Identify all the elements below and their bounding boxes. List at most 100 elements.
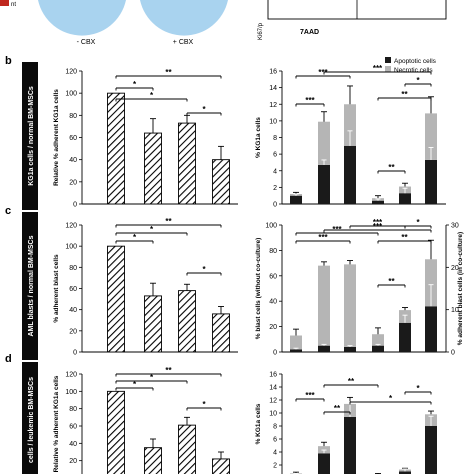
y-tick-label: 16 (269, 372, 277, 379)
panel-letter-d: d (5, 353, 12, 365)
y-tick-label: 0 (273, 202, 277, 209)
significance-label: * (150, 91, 154, 100)
y-tick-label: 20 (269, 324, 277, 331)
y-tick-label: 40 (69, 157, 77, 164)
y-axis-label: % KG1a cells (255, 403, 262, 444)
significance-label: *** (373, 218, 383, 227)
significance-label: ** (401, 90, 408, 99)
side-bar-b: KG1a cells / normal BM-MSCs (22, 62, 38, 210)
significance-label: ** (334, 404, 341, 413)
y-tick-label-right: 30 (451, 223, 459, 230)
bar-apoptotic (399, 193, 411, 204)
side-bar-d: cells / leukemic BM-MSCs (22, 362, 38, 474)
chart-b-left: 0 20 40 60 80 100 120 Relative % adherent KG1a … (53, 68, 238, 209)
significance-label: * (416, 76, 420, 85)
significance-label: * (202, 105, 206, 114)
bar (212, 313, 230, 353)
y-tick-label: 60 (269, 273, 277, 280)
significance-label: *** (318, 68, 328, 77)
side-label-c: AML blasts / normal BM-MSCs (28, 235, 35, 336)
y-tick-label: 120 (65, 223, 77, 230)
bar-necrotic (290, 335, 302, 350)
circle-plus-cbx (140, 0, 228, 36)
bar-apoptotic (344, 346, 356, 352)
y-tick-label: 20 (69, 328, 77, 335)
bar-apoptotic (372, 345, 384, 352)
bar-apoptotic (318, 164, 330, 204)
y-tick-label: 60 (69, 135, 77, 142)
significance-label: * (202, 400, 206, 409)
legend-label: nt (11, 2, 16, 8)
y-tick-label: 100 (265, 223, 277, 230)
significance-label: * (133, 233, 137, 242)
significance-label: ** (348, 377, 355, 386)
y-tick-label-right: 20 (451, 265, 459, 272)
y-tick-label: 60 (69, 286, 77, 293)
bar-apoptotic (344, 416, 356, 474)
y-tick-label: 80 (69, 113, 77, 120)
circle-minus-cbx (38, 0, 126, 36)
y-tick-label: 40 (269, 299, 277, 306)
bar-necrotic (425, 259, 437, 307)
significance-label: *** (373, 64, 383, 73)
bar-apoptotic (399, 471, 411, 474)
bar-apoptotic (425, 306, 437, 352)
legend-necrotic-label: Necrotic cells (394, 67, 433, 74)
y-tick-label: 4 (273, 168, 277, 175)
top-strip: nt - CBX + CBX Ki67/p 7AAD (0, 0, 447, 46)
y-tick-label: 6 (273, 437, 277, 444)
y-tick-label: 2 (273, 185, 277, 192)
y-tick-label: 0 (273, 350, 277, 357)
bar (107, 92, 125, 205)
bar-necrotic (344, 264, 356, 347)
bar (212, 159, 230, 205)
y-axis-label: % blast cells (without co-culture) (255, 238, 262, 339)
y-tick-label: 10 (269, 118, 277, 125)
y-tick-label: 80 (69, 265, 77, 272)
significance-label: ** (388, 277, 395, 286)
y-tick-label: 100 (65, 389, 77, 396)
significance-label: *** (305, 391, 315, 400)
bar (178, 122, 196, 205)
flow-xlabel: 7AAD (300, 29, 319, 36)
y-tick-label: 20 (69, 179, 77, 186)
significance-label: * (202, 265, 206, 274)
y-tick-label: 6 (273, 152, 277, 159)
significance-label: * (416, 384, 420, 393)
y-tick-label: 80 (69, 406, 77, 413)
y-tick-label: 16 (269, 69, 277, 76)
significance-label: * (150, 373, 154, 382)
y-axis-label-right: % adherent blast cells (in co-culture) (457, 232, 464, 345)
side-bar-c: AML blasts / normal BM-MSCs (22, 212, 38, 360)
panel-letter-c: c (5, 205, 11, 217)
legend-swatch (0, 0, 9, 6)
y-tick-label: 20 (69, 458, 77, 465)
legend-apoptotic-label: Apoptotic cells (394, 58, 437, 65)
y-axis-label: % adherent blast cells (53, 254, 60, 323)
bar (178, 424, 196, 474)
bar-apoptotic (425, 159, 437, 204)
significance-label: ** (165, 217, 172, 226)
y-tick-label: 100 (65, 91, 77, 98)
significance-label: ** (401, 233, 408, 242)
y-tick-label: 8 (273, 135, 277, 142)
y-tick-label: 2 (273, 463, 277, 470)
y-tick-label: 120 (65, 372, 77, 379)
significance-label: *** (318, 233, 328, 242)
y-axis-label: Relative % adherent KG1a cells (53, 89, 60, 186)
significance-label: *** (332, 225, 342, 234)
y-tick-label: 0 (73, 202, 77, 209)
significance-label: ** (388, 163, 395, 172)
legend-necrotic-swatch (385, 66, 391, 72)
significance-label: * (416, 218, 420, 227)
y-tick-label: 120 (65, 69, 77, 76)
y-tick-label: 8 (273, 424, 277, 431)
bar-apoptotic (318, 345, 330, 352)
bar-necrotic (318, 121, 330, 165)
y-tick-label: 60 (69, 424, 77, 431)
